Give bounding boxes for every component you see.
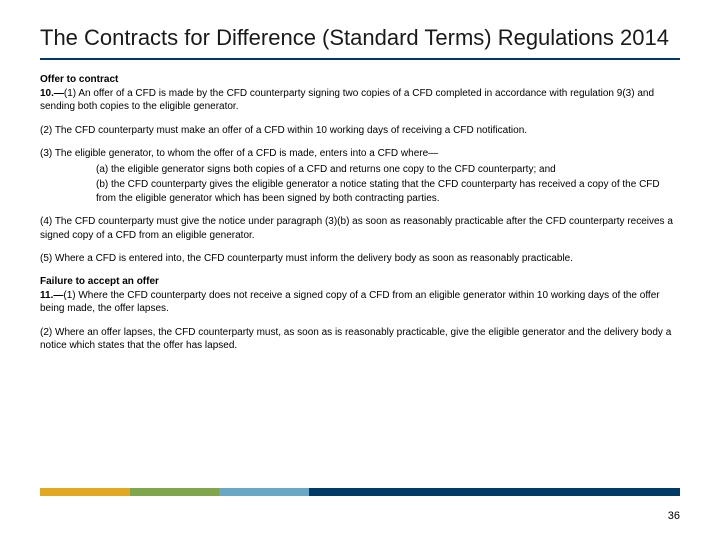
page-title: The Contracts for Difference (Standard T…: [40, 24, 680, 52]
page-number: 36: [668, 510, 680, 522]
footer-bar-segment: [130, 488, 220, 496]
clause-10-1: 10.—(1) An offer of a CFD is made by the…: [40, 87, 680, 114]
title-rule: [40, 58, 680, 60]
clause-10-3-b: (b) the CFD counterparty gives the eligi…: [40, 178, 680, 205]
clause-10-3-lead: (3) The eligible generator, to whom the …: [40, 147, 680, 161]
clause-11-1-text: (1) Where the CFD counterparty does not …: [40, 290, 660, 315]
clause-11-2: (2) Where an offer lapses, the CFD count…: [40, 326, 680, 353]
clause-10-number: 10.—: [40, 88, 64, 99]
clause-10-3-a: (a) the eligible generator signs both co…: [40, 163, 680, 177]
footer-color-bar: [40, 488, 680, 496]
section-11-heading: Failure to accept an offer: [40, 276, 680, 287]
clause-10-4: (4) The CFD counterparty must give the n…: [40, 215, 680, 242]
clause-10-1-text: (1) An offer of a CFD is made by the CFD…: [40, 88, 654, 113]
footer-bar-segment: [309, 488, 680, 496]
footer-bar-segment: [40, 488, 130, 496]
section-10-heading: Offer to contract: [40, 74, 680, 85]
clause-10-5: (5) Where a CFD is entered into, the CFD…: [40, 252, 680, 266]
clause-11-1: 11.—(1) Where the CFD counterparty does …: [40, 289, 680, 316]
clause-11-number: 11.—: [40, 290, 63, 301]
footer-bar-segment: [219, 488, 309, 496]
clause-10-2: (2) The CFD counterparty must make an of…: [40, 124, 680, 138]
